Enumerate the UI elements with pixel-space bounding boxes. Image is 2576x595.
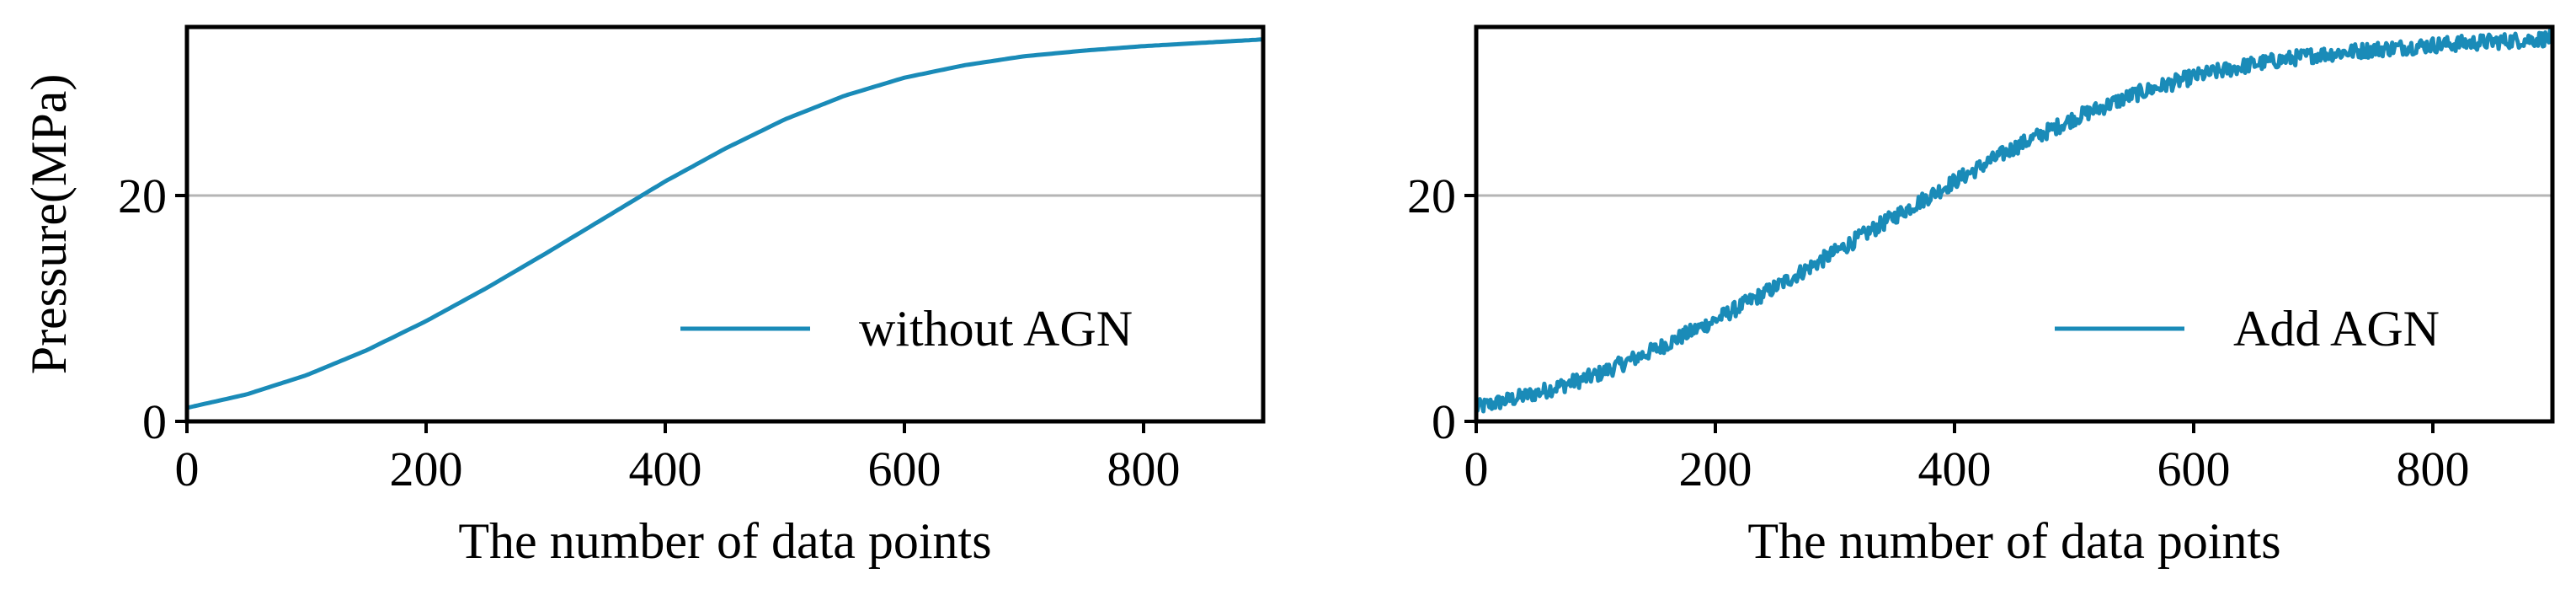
x-tick-label: 400 [629, 442, 702, 496]
x-axis-title: The number of data points [458, 513, 991, 569]
x-tick-label: 0 [175, 442, 200, 496]
y-tick-label: 0 [1432, 394, 1456, 449]
chart-panel-left: 0 200 400 600 800 0 20 The number of dat… [21, 24, 1266, 569]
y-tick-label: 20 [1407, 169, 1456, 223]
plot-frame [1474, 24, 2555, 424]
legend-label: Add AGN [2233, 301, 2440, 356]
chart-panel-right: 0 200 400 600 800 0 20 The number of dat… [1407, 24, 2555, 569]
x-tick-label: 0 [1464, 442, 1489, 496]
plot-frame [184, 24, 1266, 424]
x-tick-label: 400 [1918, 442, 1992, 496]
x-tick-label: 600 [868, 442, 941, 496]
legend-label: without AGN [859, 301, 1133, 356]
series-without-agn [186, 37, 1264, 410]
y-tick-label: 0 [142, 394, 167, 449]
x-tick-label: 200 [1679, 442, 1752, 496]
series-line-without-agn [186, 37, 1264, 410]
x-tick-label: 800 [2397, 442, 2470, 496]
x-tick-label: 600 [2157, 442, 2231, 496]
x-tick-label: 200 [390, 442, 463, 496]
y-axis-title: Pressure(MPa) [21, 74, 77, 375]
x-axis-title: The number of data points [1747, 513, 2280, 569]
series-line-add-agn [1474, 28, 2555, 414]
series-add-agn [1474, 28, 2555, 414]
y-tick-label: 20 [118, 169, 167, 223]
x-tick-label: 800 [1107, 442, 1181, 496]
